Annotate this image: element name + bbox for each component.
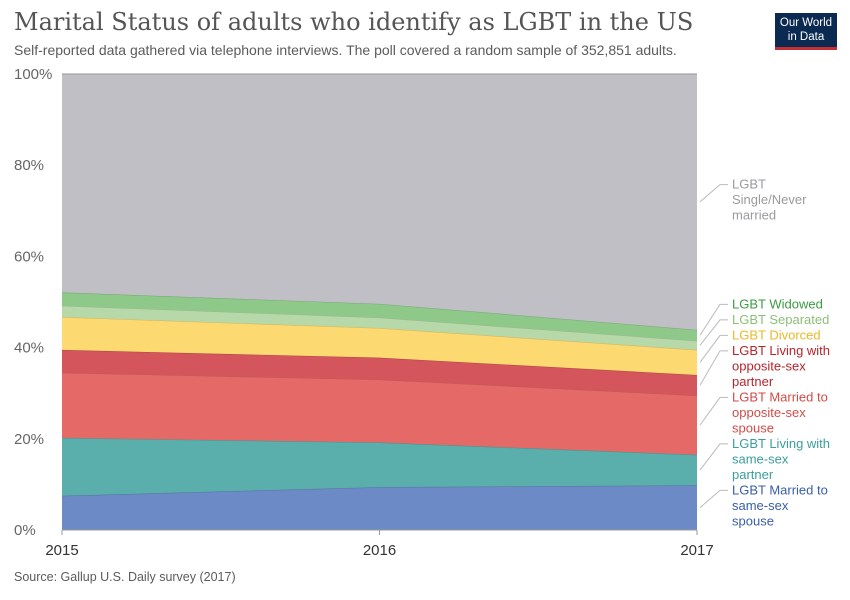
chart-title: Marital Status of adults who identify as… bbox=[14, 8, 694, 36]
owid-logo[interactable]: Our World in Data bbox=[775, 13, 837, 50]
x-axis: 2015 2016 2017 bbox=[45, 529, 714, 559]
area-lgbt-divorced[interactable] bbox=[62, 317, 697, 375]
series-label-line: LGBT Divorced bbox=[732, 327, 821, 342]
y-tick-label: 80% bbox=[14, 157, 44, 174]
label-connector bbox=[699, 184, 728, 203]
series-label-line: LGBT Widowed bbox=[732, 296, 823, 311]
series-label-line: spouse bbox=[732, 420, 774, 435]
label-connector bbox=[699, 489, 728, 509]
x-tick-label: 2016 bbox=[363, 542, 396, 559]
logo-line-2: in Data bbox=[787, 31, 825, 43]
y-tick-label: 20% bbox=[14, 431, 44, 448]
area-lgbt-married-to-same-sex-spouse[interactable] bbox=[62, 485, 697, 530]
label-connector bbox=[699, 319, 728, 346]
series-label-line: opposite-sex bbox=[732, 405, 806, 420]
series-label-line: LGBT bbox=[732, 177, 766, 192]
series-label-line: same-sex bbox=[732, 498, 789, 513]
series-label-line: LGBT Living with bbox=[732, 436, 830, 451]
area-lgbt-widowed[interactable] bbox=[62, 292, 697, 341]
series-label-line: partner bbox=[732, 374, 774, 389]
x-tick-label: 2015 bbox=[45, 542, 78, 559]
series-label-line: LGBT Married to bbox=[732, 389, 828, 404]
label-connector bbox=[699, 350, 728, 386]
series-label-line: same-sex bbox=[732, 451, 789, 466]
area-lgbt-single-never-married[interactable] bbox=[62, 74, 697, 330]
area-lgbt-married-to-opposite-sex-spouse[interactable] bbox=[62, 372, 697, 455]
chart-subtitle: Self-reported data gathered via telephon… bbox=[14, 42, 677, 58]
series-label-line: LGBT Separated bbox=[732, 312, 829, 327]
label-connector bbox=[699, 396, 728, 426]
source-note: Source: Gallup U.S. Daily survey (2017) bbox=[14, 570, 236, 584]
y-tick-label: 60% bbox=[14, 248, 44, 265]
y-axis: 0% 20% 40% 60% 80% 100% bbox=[14, 66, 52, 539]
label-connector bbox=[699, 443, 728, 471]
label-connector bbox=[699, 334, 728, 363]
series-label-line: opposite-sex bbox=[732, 358, 806, 373]
series-label: LGBT Widowed bbox=[732, 296, 823, 311]
y-tick-label: 40% bbox=[14, 340, 44, 357]
area-lgbt-separated[interactable] bbox=[62, 305, 697, 350]
series-label: LGBT Divorced bbox=[732, 327, 821, 342]
series-label: LGBT Separated bbox=[732, 312, 829, 327]
series-label-line: LGBT Married to bbox=[732, 482, 828, 497]
label-connector bbox=[699, 303, 728, 336]
area-series bbox=[61, 73, 698, 530]
series-label-line: LGBT Living with bbox=[732, 343, 830, 358]
area-lgbt-living-with-same-sex-partner[interactable] bbox=[62, 437, 697, 496]
x-tick-label: 2017 bbox=[680, 542, 713, 559]
y-tick-label: 100% bbox=[14, 66, 52, 83]
logo-line-1: Our World bbox=[779, 17, 833, 29]
series-label-line: spouse bbox=[732, 513, 774, 528]
y-tick-label: 0% bbox=[14, 522, 36, 539]
series-label-line: partner bbox=[732, 467, 774, 482]
series-label-line: Single/Never bbox=[732, 192, 807, 207]
series-label-line: married bbox=[732, 208, 776, 223]
area-lgbt-living-with-opposite-sex-partner[interactable] bbox=[62, 349, 697, 396]
